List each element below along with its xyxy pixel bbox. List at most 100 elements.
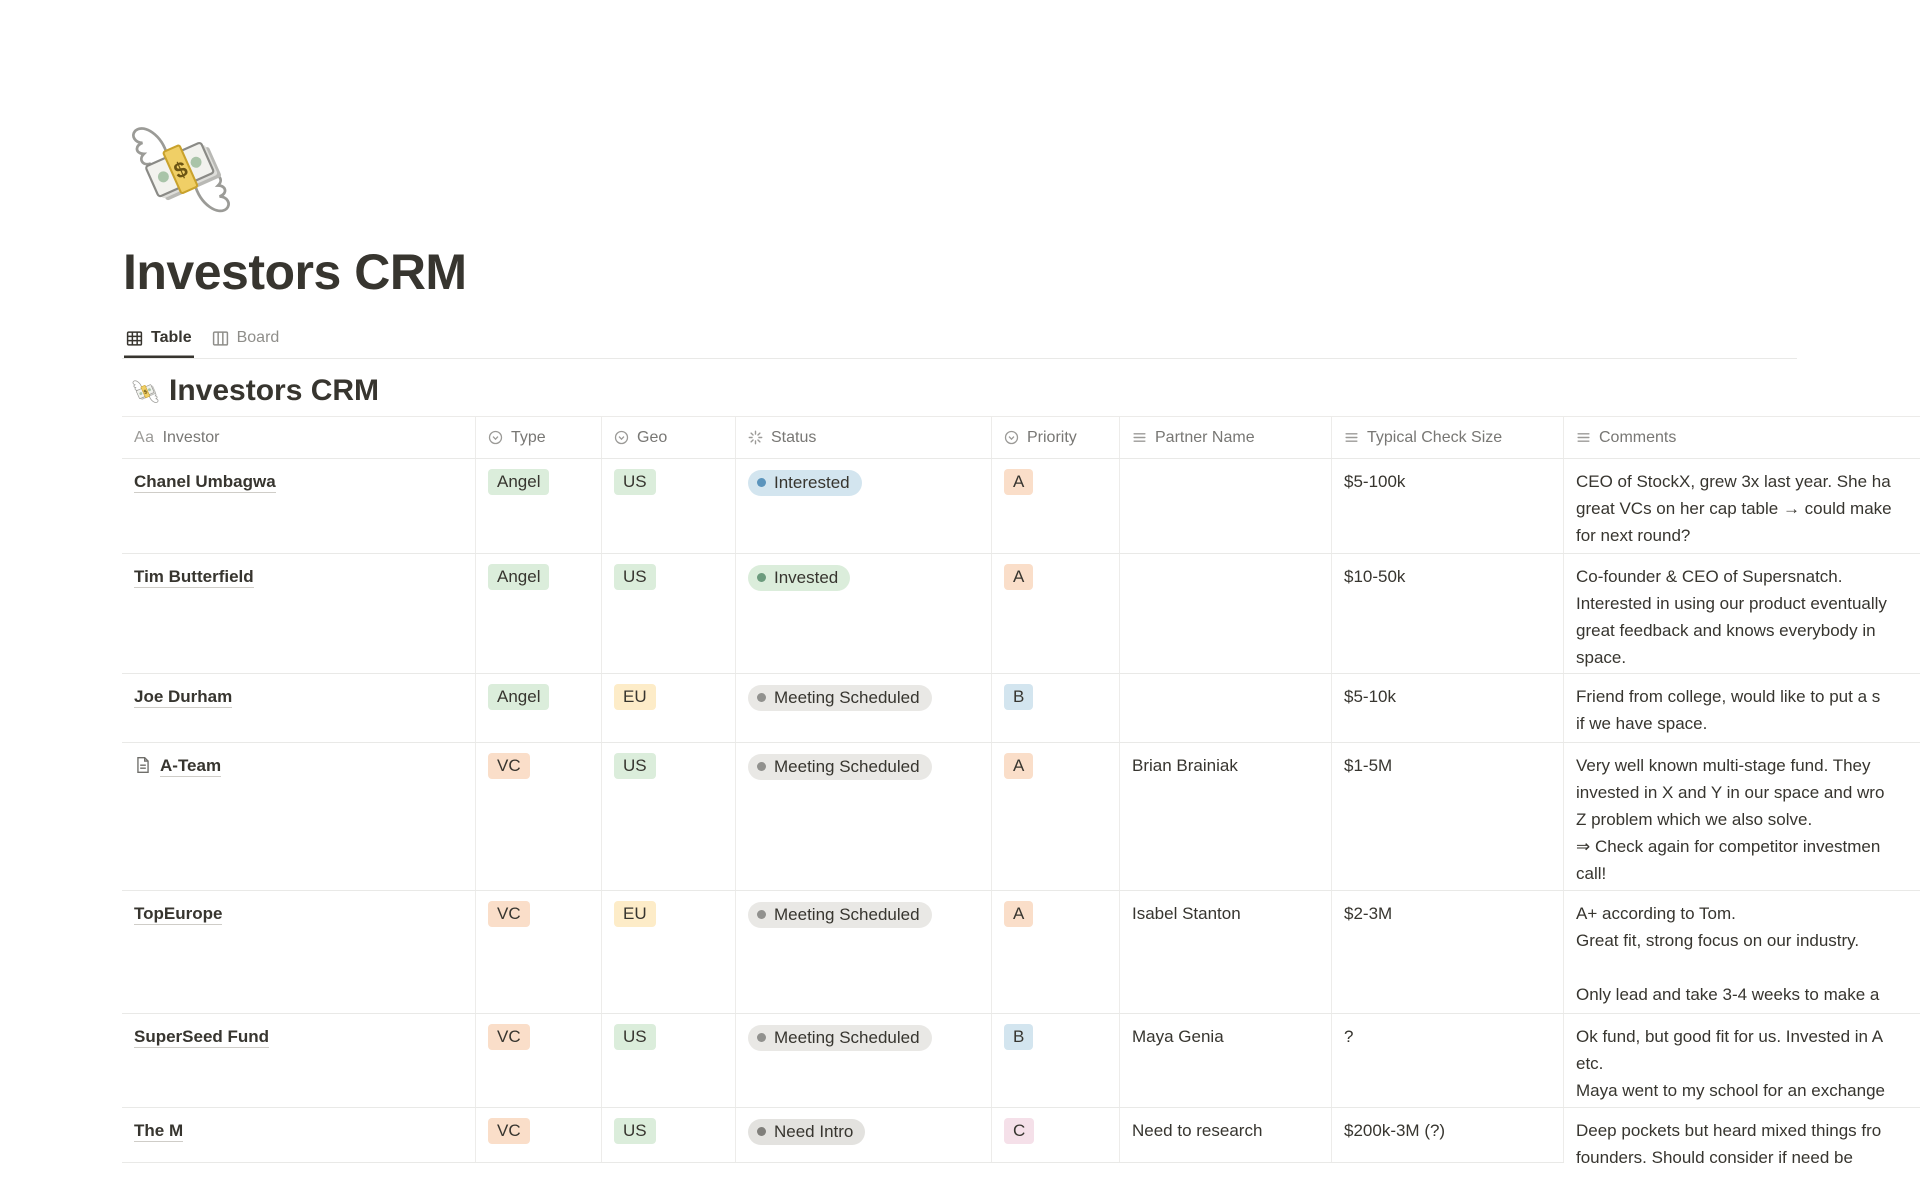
priority-tag: B: [1004, 1024, 1034, 1050]
column-header-type[interactable]: Type: [476, 417, 602, 458]
comments-cell[interactable]: Co-founder & CEO of Supersnatch. Interes…: [1564, 554, 1920, 673]
geo-cell[interactable]: US: [602, 459, 736, 553]
investor-name[interactable]: Joe Durham: [134, 687, 233, 708]
type-cell[interactable]: VC: [476, 891, 602, 1013]
investor-cell[interactable]: Tim Butterfield: [122, 554, 476, 673]
select-property-icon: [614, 430, 629, 445]
status-label: Interested: [774, 472, 850, 492]
column-header-status[interactable]: Status: [736, 417, 992, 458]
comments-cell[interactable]: Very well known multi-stage fund. They i…: [1564, 743, 1920, 890]
check-size-value: $5-10k: [1344, 687, 1396, 706]
partner-name-cell[interactable]: Brian Brainiak: [1120, 743, 1332, 890]
tab-table[interactable]: Table: [124, 320, 194, 358]
investor-cell[interactable]: Joe Durham: [122, 674, 476, 742]
status-pill: Meeting Scheduled: [748, 684, 932, 711]
priority-tag: A: [1004, 564, 1034, 590]
check-size-cell[interactable]: $5-10k: [1332, 674, 1564, 742]
column-header-typical-check-size[interactable]: Typical Check Size: [1332, 417, 1564, 458]
type-cell[interactable]: Angel: [476, 554, 602, 673]
column-header-comments[interactable]: Comments: [1564, 417, 1920, 458]
geo-cell[interactable]: US: [602, 554, 736, 673]
priority-cell[interactable]: C: [992, 1108, 1120, 1162]
type-cell[interactable]: VC: [476, 1108, 602, 1162]
table-row: TopEurope VC EU Meeting Scheduled A Isab…: [122, 891, 1920, 1014]
partner-name-cell[interactable]: Need to research: [1120, 1108, 1332, 1162]
partner-name-cell[interactable]: [1120, 674, 1332, 742]
view-tabs: Table Board: [122, 320, 1797, 359]
status-label: Meeting Scheduled: [774, 687, 920, 707]
tab-board[interactable]: Board: [210, 320, 282, 358]
check-size-cell[interactable]: $1-5M: [1332, 743, 1564, 890]
partner-name-cell[interactable]: [1120, 459, 1332, 553]
investor-cell[interactable]: The M: [122, 1108, 476, 1162]
text-property-icon: [1344, 430, 1359, 445]
select-property-icon: [488, 430, 503, 445]
column-header-investor[interactable]: Aa Investor: [122, 417, 476, 458]
priority-cell[interactable]: B: [992, 674, 1120, 742]
geo-cell[interactable]: US: [602, 1014, 736, 1107]
check-size-cell[interactable]: $5-100k: [1332, 459, 1564, 553]
type-cell[interactable]: VC: [476, 743, 602, 890]
type-cell[interactable]: VC: [476, 1014, 602, 1107]
database-title-label: Investors CRM: [169, 374, 380, 407]
column-header-priority[interactable]: Priority: [992, 417, 1120, 458]
partner-name-cell[interactable]: [1120, 554, 1332, 673]
investor-name[interactable]: SuperSeed Fund: [134, 1027, 270, 1048]
investor-name[interactable]: Chanel Umbagwa: [134, 472, 276, 493]
page-title[interactable]: Investors CRM: [123, 244, 467, 300]
check-size-cell[interactable]: ?: [1332, 1014, 1564, 1107]
geo-cell[interactable]: US: [602, 1108, 736, 1162]
investor-name[interactable]: The M: [134, 1121, 184, 1142]
check-size-cell[interactable]: $2-3M: [1332, 891, 1564, 1013]
geo-cell[interactable]: US: [602, 743, 736, 890]
geo-cell[interactable]: EU: [602, 674, 736, 742]
partner-name-cell[interactable]: Isabel Stanton: [1120, 891, 1332, 1013]
page-icon[interactable]: [126, 114, 236, 224]
comments-cell[interactable]: Deep pockets but heard mixed things fro …: [1564, 1108, 1920, 1167]
type-cell[interactable]: Angel: [476, 674, 602, 742]
status-pill: Invested: [748, 564, 851, 591]
investor-name[interactable]: Tim Butterfield: [134, 567, 254, 588]
investor-cell[interactable]: SuperSeed Fund: [122, 1014, 476, 1107]
investor-name[interactable]: A-Team: [160, 756, 222, 777]
table-row: The M VC US Need Intro C Need to researc…: [122, 1108, 1920, 1167]
status-cell[interactable]: Need Intro: [736, 1108, 992, 1162]
comments-text: Ok fund, but good fit for us. Invested i…: [1576, 1027, 1885, 1100]
column-header-partner-name[interactable]: Partner Name: [1120, 417, 1332, 458]
priority-cell[interactable]: A: [992, 743, 1120, 890]
viewport-clip: [0, 1164, 1920, 1200]
priority-cell[interactable]: A: [992, 554, 1120, 673]
comments-cell[interactable]: Friend from college, would like to put a…: [1564, 674, 1920, 742]
table-view-icon: [126, 330, 143, 347]
title-property-icon: Aa: [134, 428, 155, 446]
check-size-cell[interactable]: $200k-3M (?): [1332, 1108, 1564, 1162]
comments-cell[interactable]: CEO of StockX, grew 3x last year. She ha…: [1564, 459, 1920, 553]
database-title[interactable]: Investors CRM: [131, 374, 379, 408]
partner-name-cell[interactable]: Maya Genia: [1120, 1014, 1332, 1107]
column-header-geo[interactable]: Geo: [602, 417, 736, 458]
investor-name[interactable]: TopEurope: [134, 904, 223, 925]
comments-cell[interactable]: Ok fund, but good fit for us. Invested i…: [1564, 1014, 1920, 1107]
type-cell[interactable]: Angel: [476, 459, 602, 553]
table-row: Chanel Umbagwa Angel US Interested A $5-…: [122, 459, 1920, 554]
status-cell[interactable]: Interested: [736, 459, 992, 553]
status-cell[interactable]: Meeting Scheduled: [736, 891, 992, 1013]
status-pill: Meeting Scheduled: [748, 901, 932, 928]
status-cell[interactable]: Invested: [736, 554, 992, 673]
investor-cell[interactable]: Chanel Umbagwa: [122, 459, 476, 553]
priority-tag: B: [1004, 684, 1034, 710]
status-dot-icon: [757, 573, 766, 582]
priority-cell[interactable]: A: [992, 891, 1120, 1013]
status-cell[interactable]: Meeting Scheduled: [736, 674, 992, 742]
status-cell[interactable]: Meeting Scheduled: [736, 743, 992, 890]
investor-cell[interactable]: A-Team: [122, 743, 476, 890]
check-size-cell[interactable]: $10-50k: [1332, 554, 1564, 673]
priority-cell[interactable]: A: [992, 459, 1120, 553]
status-pill: Meeting Scheduled: [748, 753, 932, 780]
priority-cell[interactable]: B: [992, 1014, 1120, 1107]
comments-cell[interactable]: A+ according to Tom. Great fit, strong f…: [1564, 891, 1920, 1013]
status-cell[interactable]: Meeting Scheduled: [736, 1014, 992, 1107]
geo-cell[interactable]: EU: [602, 891, 736, 1013]
investor-cell[interactable]: TopEurope: [122, 891, 476, 1013]
type-tag: Angel: [488, 469, 550, 495]
